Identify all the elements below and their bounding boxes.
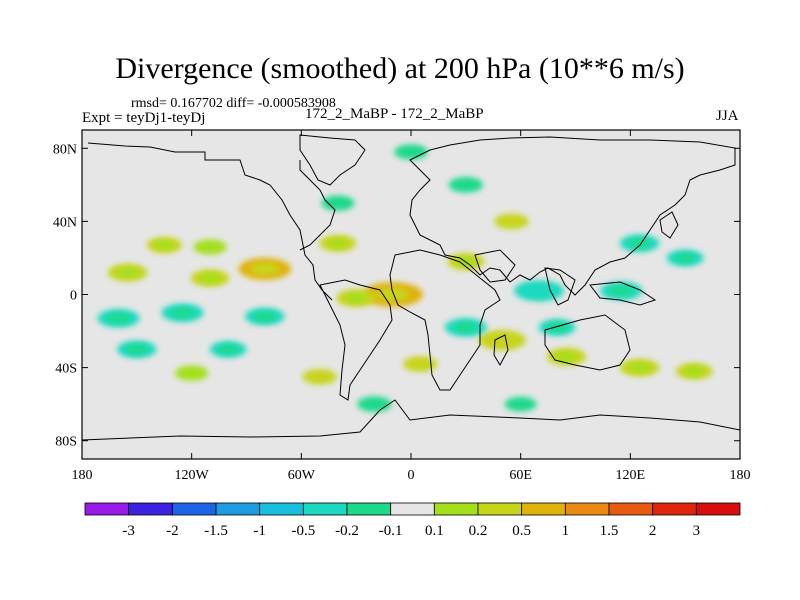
colorbar-swatch-0: [84, 502, 130, 516]
colorbar-swatch-12: [608, 502, 654, 516]
colorbar-swatch-10: [521, 502, 566, 516]
coastline-africa: [389, 249, 501, 391]
field-anomaly-1: [193, 239, 227, 255]
field-anomaly-31: [357, 396, 392, 412]
field-anomaly-0: [146, 237, 182, 254]
field-anomaly-28: [448, 177, 484, 193]
colorbar-label: -0.5: [291, 523, 315, 539]
field-anomaly-13: [494, 213, 529, 230]
x-tick-label: 180: [730, 468, 751, 483]
colorbar: -3 -2 -1.5 -1 -0.5 -0.2 -0.1 0.1 0.2 0.5 1 1.5 2 3: [84, 502, 741, 539]
coastline-north-america-east: [299, 160, 336, 251]
colorbar-swatch-3: [215, 502, 261, 516]
y-tick-label: 80S: [55, 435, 77, 450]
field-anomaly-22: [513, 280, 564, 302]
colorbar-swatch-4: [259, 502, 304, 516]
coastline-south-america: [319, 279, 393, 401]
stats-line: rmsd= 0.167702 diff= -0.000583908: [131, 96, 336, 111]
colorbar-swatch-7: [390, 502, 435, 516]
colorbar-label: 2: [649, 523, 657, 539]
field-anomaly-30: [394, 144, 428, 160]
y-tick-label: 40S: [55, 362, 77, 377]
coastline-greenland: [299, 134, 366, 186]
field-anomaly-26: [444, 318, 487, 337]
colorbar-swatch-5: [302, 502, 348, 516]
field-anomaly-29: [321, 195, 355, 211]
field-anomaly-4: [190, 269, 230, 287]
coastline-india: [544, 267, 576, 306]
colorbar-swatch-9: [477, 502, 523, 516]
field-anomaly-15: [174, 365, 209, 381]
experiment-label: Expt = teyDj1-teyDj: [82, 110, 206, 126]
axes: 180 120W 60W 0 60E 120E 180 80N 40N 0 40S 80S: [53, 130, 751, 483]
x-tick-label: 60E: [509, 468, 532, 483]
coastline-eurasia: [409, 136, 736, 296]
chart-title: Divergence (smoothed) at 200 hPa (10**6 …: [115, 52, 685, 85]
colorbar-swatch-2: [171, 502, 217, 516]
colorbar-swatch-14: [695, 502, 741, 516]
field-anomaly-12: [675, 363, 713, 380]
field-anomaly-20: [117, 340, 157, 359]
field-anomaly-21: [209, 341, 247, 358]
x-tick-label: 180: [72, 468, 93, 483]
coastline-north-america: [87, 142, 333, 301]
coastlines: [82, 134, 740, 441]
field-anomaly-19: [244, 307, 285, 326]
y-tick-label: 40N: [53, 215, 77, 230]
coastline-antarctica: [82, 399, 740, 441]
x-tick-label: 0: [408, 468, 415, 483]
field-anomaly-5: [319, 235, 357, 252]
coastline-australia: [544, 314, 631, 371]
colorbar-label: -1: [253, 523, 266, 539]
colorbar-label: -0.1: [379, 523, 403, 539]
x-tick-label: 120E: [616, 468, 646, 483]
colorbar-label: 0.5: [512, 523, 531, 539]
y-tick-label: 80N: [53, 142, 77, 157]
colorbar-label: -3: [122, 523, 135, 539]
field-anomaly-9: [478, 330, 527, 351]
field-anomaly-14: [302, 368, 337, 385]
coastline-indonesia: [589, 281, 657, 306]
y-tick-label: 0: [70, 289, 77, 304]
coastline-japan: [659, 211, 679, 239]
colorbar-swatch-11: [564, 502, 610, 516]
colorbar-swatch-6: [346, 502, 392, 516]
coastline-madagascar: [493, 334, 509, 367]
field-anomaly-10: [546, 347, 587, 366]
field-anomaly-25: [666, 249, 704, 267]
colorbar-swatch-13: [652, 502, 697, 516]
field-anomaly-23: [600, 281, 643, 300]
colorbar-label: -2: [166, 523, 179, 539]
field-anomaly-11: [619, 358, 660, 377]
field-anomaly-3: [107, 263, 148, 282]
colorbar-label: -1.5: [204, 523, 228, 539]
colorbar-label: 1.5: [600, 523, 619, 539]
colorbar-label: 1: [562, 523, 570, 539]
season-label: JJA: [716, 108, 739, 124]
field-anomaly-24: [619, 234, 660, 253]
field-anomaly-17: [97, 309, 140, 328]
colorbar-swatch-8: [433, 502, 479, 516]
field-anomaly-7: [336, 289, 376, 307]
field-anomaly-2: [238, 257, 292, 280]
field-anomaly-32: [504, 396, 537, 412]
coastline-arabia: [474, 249, 516, 283]
field-anomaly-18: [161, 303, 204, 322]
field-anomaly-6: [362, 282, 423, 307]
colorbar-label: 3: [693, 523, 701, 539]
x-tick-label: 60W: [288, 468, 316, 483]
field-anomaly-16: [402, 356, 438, 372]
field-anomaly-27: [538, 319, 576, 336]
colorbar-label: 0.1: [425, 523, 444, 539]
runs-label: 172_2_MaBP - 172_2_MaBP: [305, 106, 484, 122]
x-tick-label: 120W: [175, 468, 210, 483]
colorbar-label: -0.2: [335, 523, 359, 539]
colorbar-swatch-1: [128, 502, 173, 516]
colorbar-label: 0.2: [469, 523, 488, 539]
